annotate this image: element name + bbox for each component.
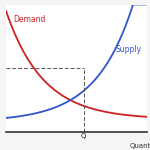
- X-axis label: Quant: Quant: [129, 143, 150, 149]
- Text: Supply: Supply: [116, 45, 142, 54]
- Text: Demand: Demand: [13, 15, 45, 24]
